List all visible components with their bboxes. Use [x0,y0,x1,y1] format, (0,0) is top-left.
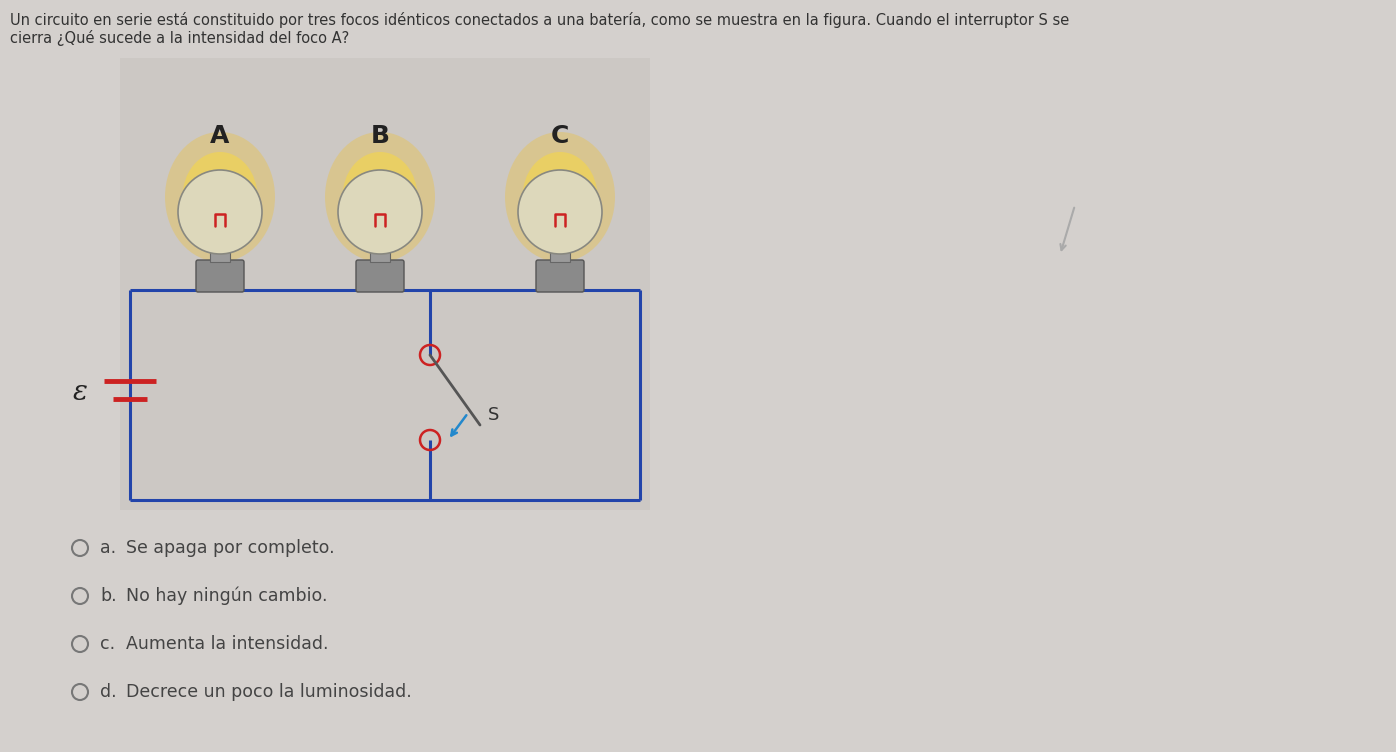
Circle shape [338,170,422,254]
Text: Aumenta la intensidad.: Aumenta la intensidad. [126,635,328,653]
Circle shape [518,170,602,254]
Ellipse shape [325,132,436,262]
Text: C: C [551,124,570,148]
Text: No hay ningún cambio.: No hay ningún cambio. [126,587,328,605]
Bar [370,246,389,262]
Text: A: A [211,124,230,148]
Circle shape [179,170,262,254]
Ellipse shape [505,132,616,262]
Text: a.: a. [101,539,116,557]
Text: c.: c. [101,635,114,653]
FancyBboxPatch shape [536,260,584,292]
Ellipse shape [342,152,417,242]
Text: S: S [489,406,500,424]
Bar [550,246,570,262]
FancyBboxPatch shape [356,260,403,292]
Text: Un circuito en serie está constituido por tres focos idénticos conectados a una : Un circuito en serie está constituido po… [10,12,1069,28]
Ellipse shape [165,132,275,262]
Text: B: B [370,124,389,148]
Text: ε: ε [73,378,88,405]
Bar [209,246,230,262]
Text: d.: d. [101,683,117,701]
FancyBboxPatch shape [120,58,651,510]
Ellipse shape [183,152,257,242]
Ellipse shape [522,152,597,242]
FancyBboxPatch shape [195,260,244,292]
Text: b.: b. [101,587,117,605]
Text: Se apaga por completo.: Se apaga por completo. [126,539,335,557]
Text: Decrece un poco la luminosidad.: Decrece un poco la luminosidad. [126,683,412,701]
Text: cierra ¿Qué sucede a la intensidad del foco A?: cierra ¿Qué sucede a la intensidad del f… [10,30,349,46]
